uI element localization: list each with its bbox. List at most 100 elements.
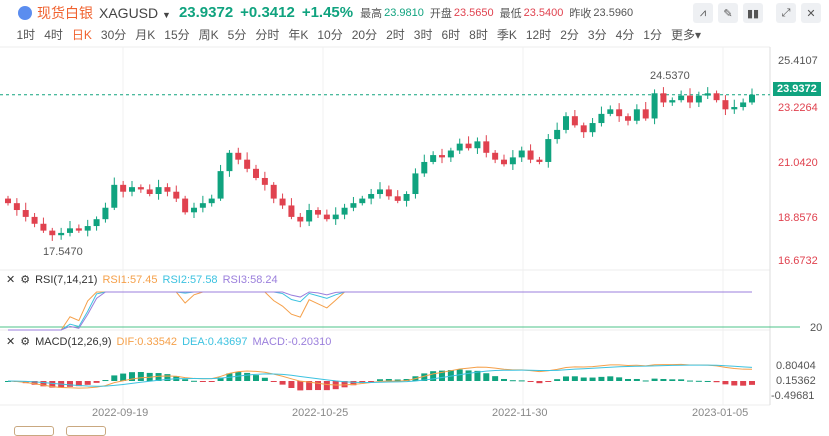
candle-body: [146, 189, 153, 195]
macd-bar: [279, 381, 286, 385]
line-chart-icon: ⩘: [699, 6, 707, 19]
price-change: +0.3412: [240, 4, 295, 21]
macd-bar: [155, 373, 162, 381]
macd-bar: [270, 381, 277, 382]
candle-body: [323, 214, 330, 220]
period-tabs: 1时 4时 日K 30分 月K 15分 周K 5分 分时 年K 10分 20分 2时 3时 6时 8时 季K 12…: [12, 26, 705, 43]
macd-bar: [137, 372, 144, 381]
candle-body: [129, 187, 135, 192]
candle-body: [297, 216, 304, 222]
candle-body: [84, 226, 91, 231]
period-tab[interactable]: 2时: [386, 28, 405, 42]
period-tab[interactable]: 周K: [198, 28, 219, 42]
period-tab[interactable]: 分时: [255, 28, 280, 42]
macd-bar: [580, 377, 587, 381]
y-axis-label: 16.6732: [778, 255, 818, 267]
macd-bar: [731, 381, 738, 386]
macd-bar: [120, 373, 127, 381]
macd-bar: [492, 376, 499, 381]
candle-body: [102, 207, 109, 220]
macd-bar: [554, 379, 561, 381]
macd-bar: [651, 378, 658, 381]
candle-body: [217, 171, 224, 199]
candle-body: [31, 216, 38, 224]
period-tab[interactable]: 年K: [288, 28, 309, 42]
period-tab[interactable]: 月K: [135, 28, 156, 42]
rsi1-line: [8, 291, 752, 331]
macd-bar: [695, 380, 702, 382]
macd-bar: [465, 370, 472, 381]
period-tab[interactable]: 12时: [525, 28, 552, 42]
macd-bar: [288, 381, 295, 388]
candle-body: [341, 207, 348, 215]
candle-body: [5, 198, 11, 204]
macd-bar: [253, 375, 259, 381]
rsi1-value: RSI1:57.45: [102, 273, 158, 286]
macd-bar: [501, 378, 507, 381]
period-tab[interactable]: 6时: [441, 28, 461, 42]
macd-bar: [421, 373, 428, 381]
macd-bar: [244, 372, 251, 381]
indicator-button[interactable]: ⩘: [693, 3, 713, 23]
candle-body: [208, 198, 215, 204]
chevron-down-icon: ▼: [162, 9, 171, 20]
period-tab[interactable]: 1分: [643, 28, 662, 42]
candle-body: [22, 210, 29, 217]
dif-line: [7, 363, 753, 389]
macd-bar: [483, 373, 490, 381]
candle-body: [642, 109, 649, 119]
macd-title: MACD(12,26,9): [35, 335, 112, 348]
candle-body: [199, 203, 206, 208]
bottom-button[interactable]: [14, 426, 54, 436]
close-button[interactable]: ✕: [801, 3, 821, 23]
candle-body: [616, 109, 623, 117]
period-tab[interactable]: 季K: [496, 28, 517, 42]
open-label: 开盘: [429, 7, 452, 20]
close-macd-icon[interactable]: ✕: [6, 336, 16, 348]
period-tab[interactable]: 2分: [560, 28, 579, 42]
macd-bar: [67, 381, 73, 387]
candle-body: [483, 141, 490, 153]
candle-body: [589, 123, 596, 133]
period-tab[interactable]: 3时: [413, 28, 433, 42]
period-tab[interactable]: 10分: [317, 28, 343, 42]
symbol-selector[interactable]: XAGUSD ▼: [99, 5, 171, 21]
period-tab[interactable]: 1时: [16, 28, 36, 42]
dea-line: [7, 364, 753, 387]
rsi-legend: ✕ ⚙ RSI(7,14,21) RSI1:57.45 RSI2:57.58 RS…: [6, 273, 278, 287]
rsi2-line: [8, 291, 752, 331]
dea-value: DEA:0.43697: [182, 335, 248, 348]
macd-bar: [563, 376, 569, 381]
macd-bar: [625, 378, 631, 381]
candle-body: [607, 109, 614, 114]
candle-body: [669, 100, 676, 103]
chart-toolbar: ⩘ ✎ ▮▮ ⤢ ✕: [693, 3, 821, 23]
close-rsi-icon[interactable]: ✕: [6, 274, 16, 286]
candle-type-button[interactable]: ▮▮: [743, 3, 763, 23]
period-tab[interactable]: 30分: [100, 28, 127, 42]
period-tab[interactable]: 3分: [587, 28, 607, 42]
draw-button[interactable]: ✎: [718, 3, 738, 23]
macd-bar: [102, 380, 109, 382]
macd-bar: [669, 379, 676, 381]
high-value: 23.9810: [384, 6, 424, 19]
period-tab[interactable]: 日K: [71, 28, 92, 42]
dif-value: DIF:0.33542: [116, 335, 178, 348]
fullscreen-button[interactable]: ⤢: [776, 3, 796, 23]
settings-icon[interactable]: ⚙: [20, 274, 31, 286]
macd-bar: [704, 380, 711, 382]
period-tab[interactable]: 4时: [44, 28, 63, 42]
period-tab[interactable]: 20分: [351, 28, 378, 42]
bottom-button[interactable]: [66, 426, 106, 436]
period-tab[interactable]: 5分: [227, 28, 247, 42]
macd-bar: [377, 379, 383, 381]
candle-body: [598, 113, 605, 124]
macd-bar: [199, 381, 206, 382]
period-tab[interactable]: 4分: [615, 28, 635, 42]
max-price-marker: 24.5370: [650, 70, 690, 82]
period-tab[interactable]: 更多▾: [670, 28, 701, 42]
period-tab[interactable]: 8时: [469, 28, 488, 42]
period-tab[interactable]: 15分: [164, 28, 190, 42]
settings-icon[interactable]: ⚙: [20, 336, 31, 348]
